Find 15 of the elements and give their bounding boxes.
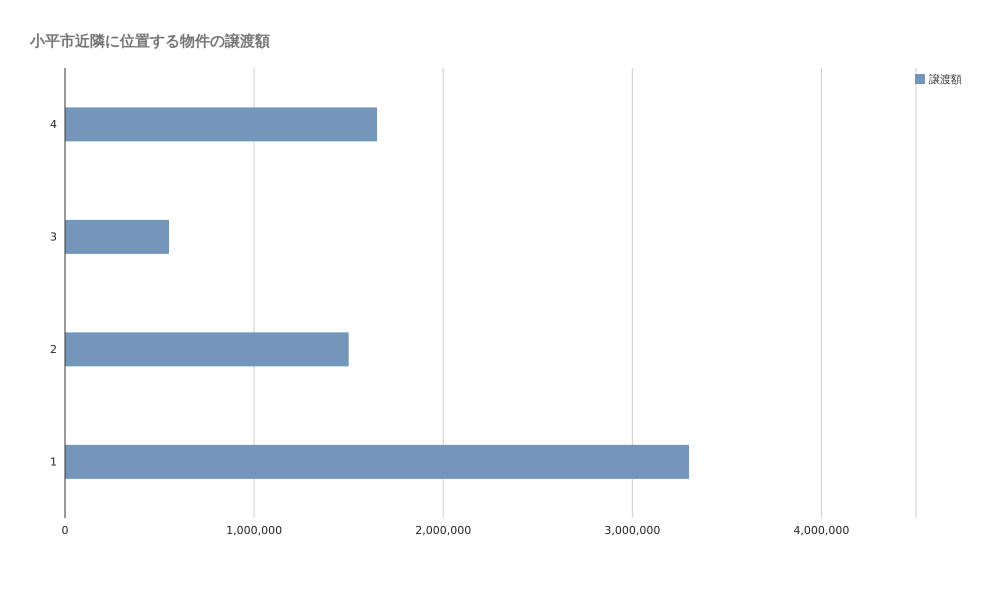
x-tick-label: 0 [62, 524, 68, 537]
bar [65, 107, 378, 142]
x-tick-label: 2,000,000 [415, 524, 472, 537]
bar [65, 444, 690, 479]
chart-title: 小平市近隣に位置する物件の譲渡額 [30, 32, 270, 51]
y-tick-label: 1 [50, 456, 57, 469]
bar [65, 220, 170, 254]
bar [65, 332, 349, 366]
legend-label: 譲渡額 [929, 73, 962, 86]
y-tick-label: 3 [50, 230, 57, 244]
x-tick-label: 4,000,000 [793, 524, 850, 537]
x-tick-label: 3,000,000 [604, 524, 660, 537]
y-tick-label: 2 [50, 343, 57, 356]
y-tick-label: 4 [50, 118, 57, 132]
x-tick-label: 1,000,000 [226, 524, 282, 537]
